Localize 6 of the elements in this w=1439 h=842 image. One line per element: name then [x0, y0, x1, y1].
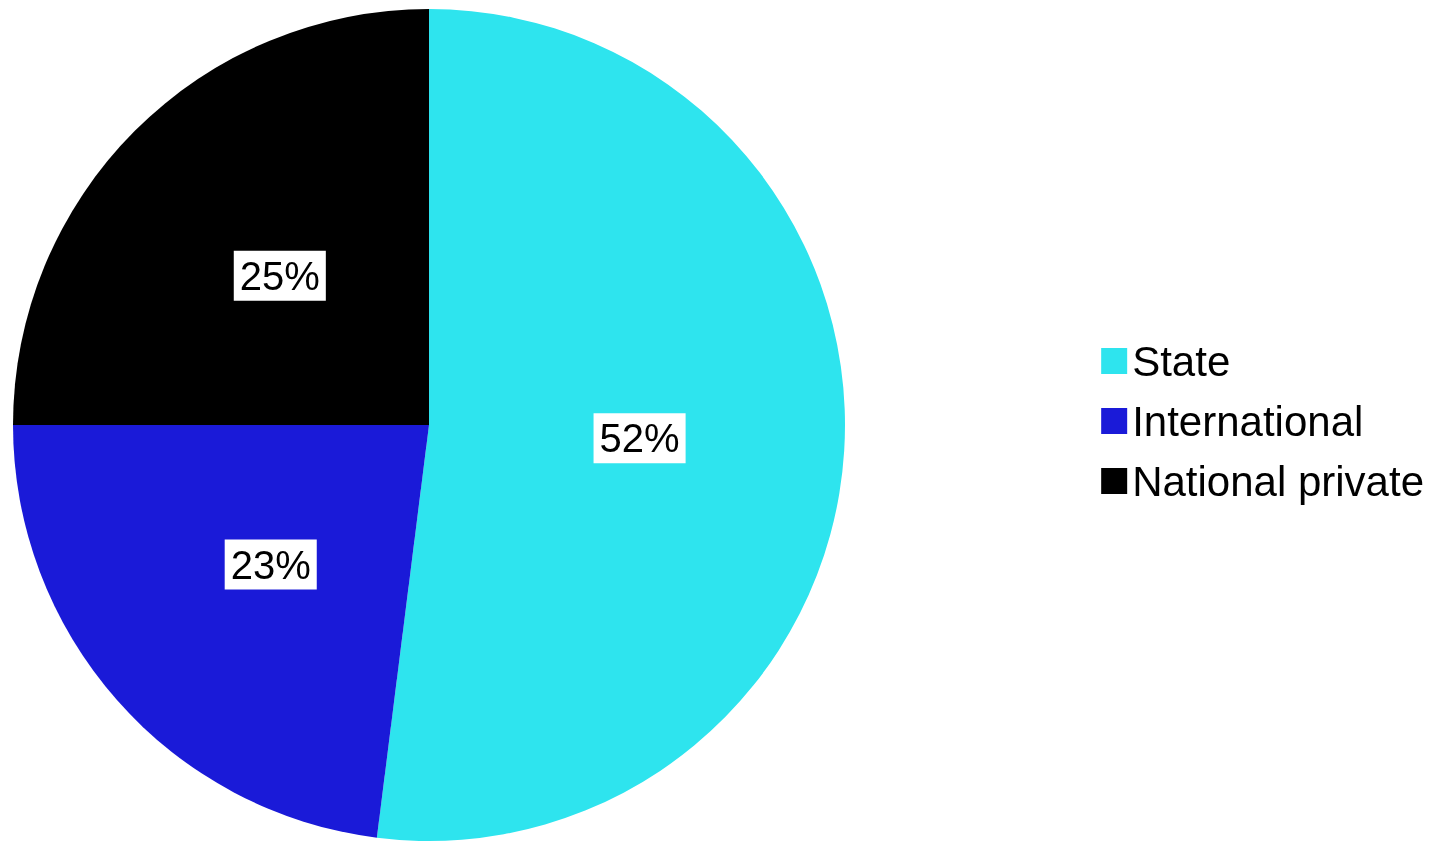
legend-label: State: [1132, 337, 1231, 385]
legend-label: International: [1132, 397, 1364, 445]
legend-label: National private: [1132, 457, 1424, 505]
data-label: 52%: [599, 416, 680, 461]
data-label: 25%: [239, 253, 320, 298]
data-label: 23%: [230, 542, 311, 587]
